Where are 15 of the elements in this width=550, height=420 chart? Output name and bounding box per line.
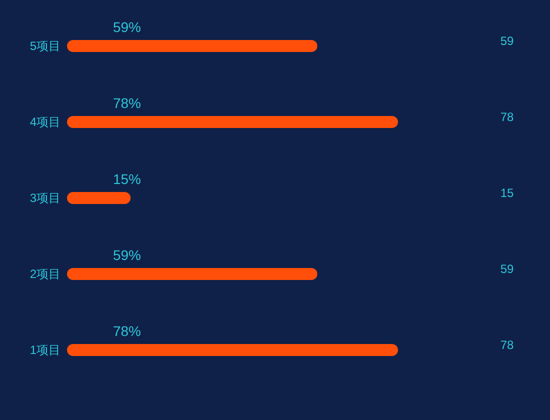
text: 59% xyxy=(112,247,142,263)
y-tick-label: 2项目 xyxy=(30,267,60,281)
data-label: 78 xyxy=(500,338,514,352)
y-tick-label: 4项目 xyxy=(30,115,60,129)
y-tick-label: 1项目 xyxy=(30,343,60,357)
data-label: 59 xyxy=(500,262,514,276)
text: 59% xyxy=(112,19,142,35)
text: 78% xyxy=(112,95,142,111)
y-tick-label: 3项目 xyxy=(30,191,60,205)
text: 15% xyxy=(112,171,142,187)
data-label: 15 xyxy=(500,186,514,200)
data-label: 59 xyxy=(500,34,514,48)
data-label: 78 xyxy=(500,110,514,124)
y-tick-label: 5项目 xyxy=(30,39,60,53)
text: 78% xyxy=(112,323,142,339)
